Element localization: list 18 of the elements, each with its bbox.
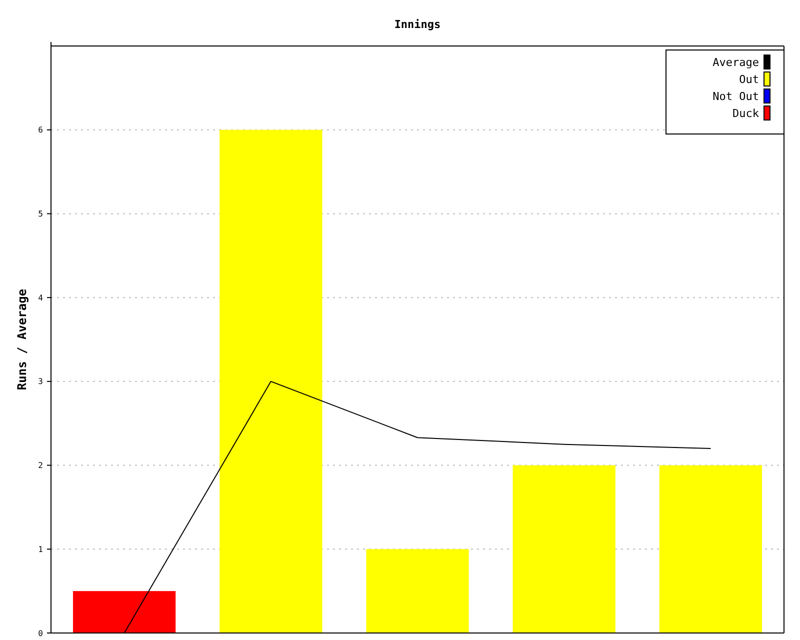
bar	[220, 130, 322, 633]
y-tick-label: 5	[38, 210, 44, 219]
bar	[366, 549, 469, 633]
legend-label: Not Out	[712, 90, 759, 103]
chart-title: Innings	[394, 18, 441, 31]
legend-label: Average	[712, 56, 759, 69]
y-tick-label: 1	[38, 544, 44, 554]
bar	[659, 465, 762, 633]
y-axis-title: Runs / Average	[15, 288, 29, 390]
y-tick-label: 6	[38, 126, 44, 135]
y-tick-label: 4	[38, 293, 44, 302]
legend-label: Out	[739, 72, 759, 86]
y-tick-label: 0	[38, 628, 44, 638]
bar	[512, 465, 616, 633]
legend-label: Duck	[732, 106, 760, 120]
y-tick-label: 3	[38, 377, 44, 386]
y-tick-label: 2	[38, 461, 44, 470]
bar	[72, 591, 176, 633]
